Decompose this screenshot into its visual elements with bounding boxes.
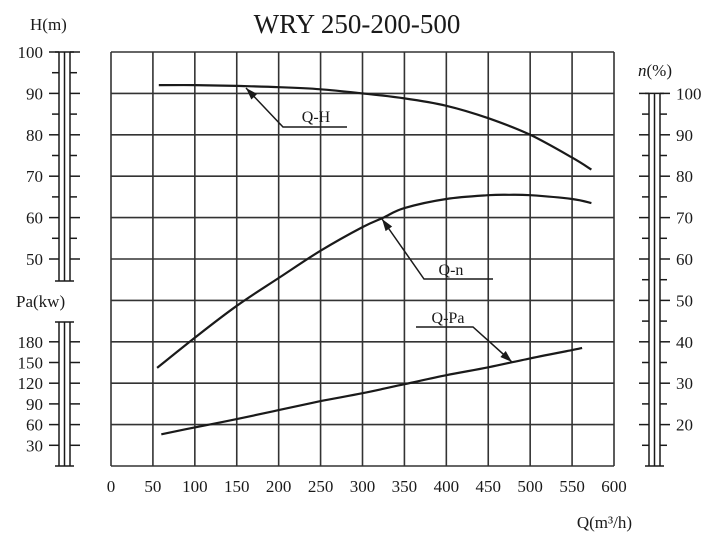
h-axis-tick-label: 80: [26, 126, 43, 145]
curve-annotations: Q-H Q-n Q-Pa: [245, 87, 513, 363]
efficiency-axis-tick-label: 50: [676, 291, 693, 310]
pa-axis-tick-label: 180: [18, 333, 44, 352]
h-axis-scale: 100 90 80 70 60 50: [18, 43, 80, 282]
qh-leader-line: [245, 87, 347, 128]
efficiency-axis-scale: 100 90 80 70 60 50 40 30 20: [639, 84, 702, 467]
efficiency-axis-label: n(%): [638, 61, 672, 80]
pa-axis-tick-label: 90: [26, 395, 43, 414]
plot-grid: [110, 51, 615, 467]
x-tick-label: 500: [517, 477, 543, 496]
pa-axis-tick-label: 30: [26, 436, 43, 455]
x-tick-label: 350: [392, 477, 418, 496]
efficiency-axis-tick-label: 100: [676, 84, 702, 103]
qn-curve-label: Q-n: [439, 262, 464, 279]
x-tick-label: 0: [107, 477, 116, 496]
qh-curve-label: Q-H: [302, 109, 331, 126]
x-tick-label: 150: [224, 477, 250, 496]
x-tick-label: 100: [182, 477, 208, 496]
qpa-curve: [161, 346, 583, 436]
h-axis-tick-label: 90: [26, 84, 43, 103]
efficiency-axis-tick-label: 40: [676, 333, 693, 352]
efficiency-axis-tick-label: 30: [676, 374, 693, 393]
x-axis-ticks: 0 50 100 150 200 250 300 350 400 450 500 550 600: [107, 477, 627, 496]
pa-axis-label: Pa(kw): [16, 292, 65, 311]
qpa-curve-label: Q-Pa: [432, 310, 465, 327]
x-tick-label: 250: [308, 477, 334, 496]
qn-leader-line: [381, 218, 493, 280]
pa-axis-tick-label: 60: [26, 416, 43, 435]
efficiency-axis-tick-label: 60: [676, 250, 693, 269]
h-axis-label: H(m): [30, 15, 67, 34]
efficiency-unit: (%): [647, 61, 672, 80]
x-tick-label: 400: [434, 477, 460, 496]
h-axis-tick-label: 100: [18, 43, 44, 62]
x-tick-label: 450: [476, 477, 502, 496]
x-axis-label: Q(m³/h): [577, 513, 632, 532]
qn-curve: [156, 193, 592, 369]
efficiency-axis-tick-label: 90: [676, 126, 693, 145]
x-tick-label: 550: [559, 477, 585, 496]
efficiency-symbol: n: [638, 61, 647, 80]
chart-title: WRY 250-200-500: [254, 9, 461, 39]
pa-axis-tick-label: 150: [18, 354, 44, 373]
qh-curve: [158, 83, 592, 171]
arrowhead-icon: [382, 219, 393, 232]
h-axis-tick-label: 70: [26, 167, 43, 186]
arrowhead-icon: [246, 88, 258, 100]
h-axis-tick-label: 60: [26, 209, 43, 228]
pa-axis-tick-label: 120: [18, 374, 44, 393]
qpa-leader-line: [416, 326, 513, 363]
efficiency-axis-tick-label: 20: [676, 416, 693, 435]
curves: [156, 83, 592, 436]
efficiency-axis-tick-label: 70: [676, 209, 693, 228]
x-tick-label: 300: [350, 477, 376, 496]
x-tick-label: 600: [601, 477, 627, 496]
x-tick-label: 200: [266, 477, 292, 496]
efficiency-axis-tick-label: 80: [676, 167, 693, 186]
x-tick-label: 50: [144, 477, 161, 496]
arrowhead-icon: [500, 351, 512, 362]
h-axis-tick-label: 50: [26, 250, 43, 269]
